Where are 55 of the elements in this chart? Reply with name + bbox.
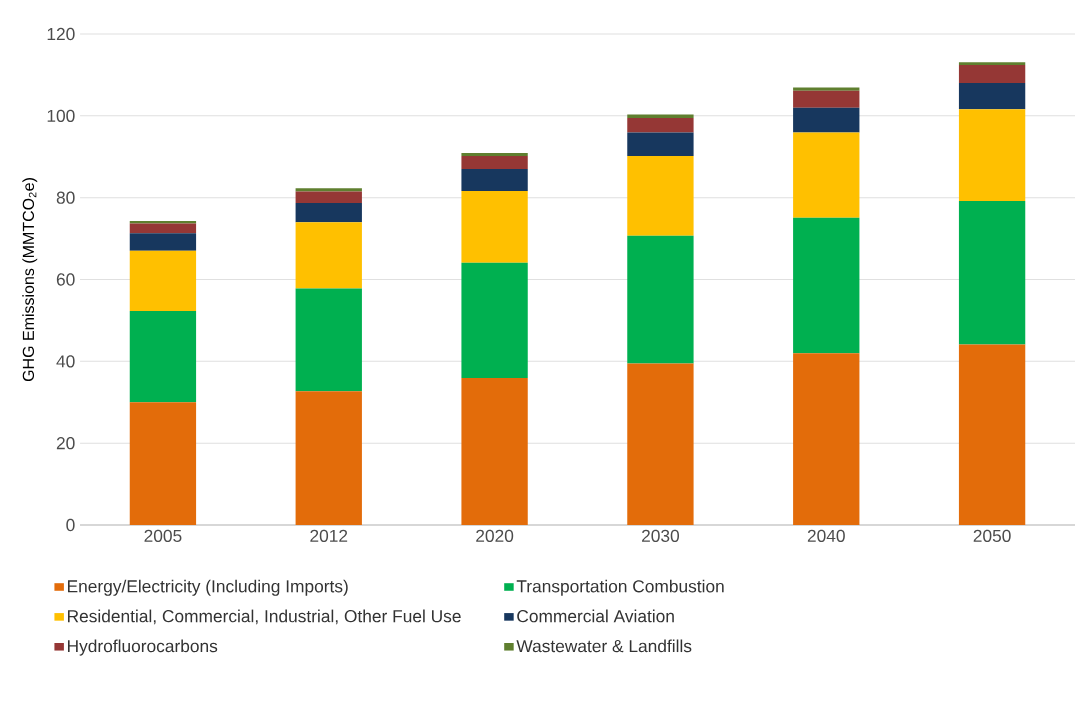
- y-tick-label: 20: [56, 437, 75, 450]
- y-tick-label: 120: [47, 27, 75, 41]
- bar: [461, 378, 528, 525]
- x-tick-label: 2020: [476, 529, 514, 542]
- x-tick-label: 2030: [642, 529, 680, 542]
- bar: [461, 153, 528, 156]
- bar: [958, 83, 1026, 110]
- bar: [461, 169, 528, 192]
- bar: [295, 222, 362, 289]
- bar: [793, 90, 860, 108]
- bar: [958, 200, 1026, 345]
- y-axis-title: GHG Emissions (MMTCO$_{2}$e): [22, 178, 38, 382]
- x-tick-label: 2050: [973, 529, 1011, 542]
- bar: [129, 250, 197, 312]
- y-tick-label: 60: [56, 273, 75, 286]
- bar: [627, 117, 694, 133]
- bar: [793, 217, 860, 354]
- bar: [627, 114, 694, 118]
- bar: [461, 191, 528, 263]
- legend-label: Energy/Electricity (Including Imports): [67, 579, 348, 596]
- y-tick-label: 0: [66, 518, 75, 532]
- bar: [295, 202, 362, 223]
- legend-label: Commercial Aviation: [517, 609, 674, 623]
- bar: [295, 288, 362, 392]
- bar: [295, 191, 362, 203]
- bar: [627, 363, 694, 525]
- bar: [129, 311, 197, 403]
- x-tick-label: 2005: [144, 529, 182, 542]
- bar: [627, 132, 694, 156]
- legend-label: Residential, Commercial, Industrial, Other Fuel Use: [67, 609, 461, 625]
- legend-label: Transportation Combustion: [516, 579, 724, 596]
- x-tick-label: 2040: [807, 529, 845, 542]
- bar: [295, 391, 362, 525]
- y-tick-label: 40: [56, 355, 75, 368]
- bar: [295, 188, 362, 192]
- bar: [958, 109, 1026, 201]
- bar: [958, 344, 1026, 525]
- bar: [793, 132, 860, 218]
- bar: [793, 107, 860, 133]
- bar: [627, 155, 694, 236]
- bar: [461, 155, 528, 170]
- bar: [958, 65, 1026, 84]
- bar: [793, 353, 860, 525]
- y-tick-label: 80: [56, 191, 75, 204]
- y-tick-label: 100: [47, 109, 75, 122]
- x-tick-label: 2012: [310, 529, 348, 542]
- bar: [129, 233, 197, 251]
- legend-label: Wastewater & Landfills: [516, 639, 692, 653]
- bar: [958, 62, 1026, 66]
- bar: [129, 223, 197, 234]
- bar: [627, 235, 694, 364]
- bar: [461, 262, 528, 379]
- legend-label: Hydrofluorocarbons: [67, 639, 218, 656]
- bar: [129, 402, 197, 525]
- bar: [793, 87, 860, 91]
